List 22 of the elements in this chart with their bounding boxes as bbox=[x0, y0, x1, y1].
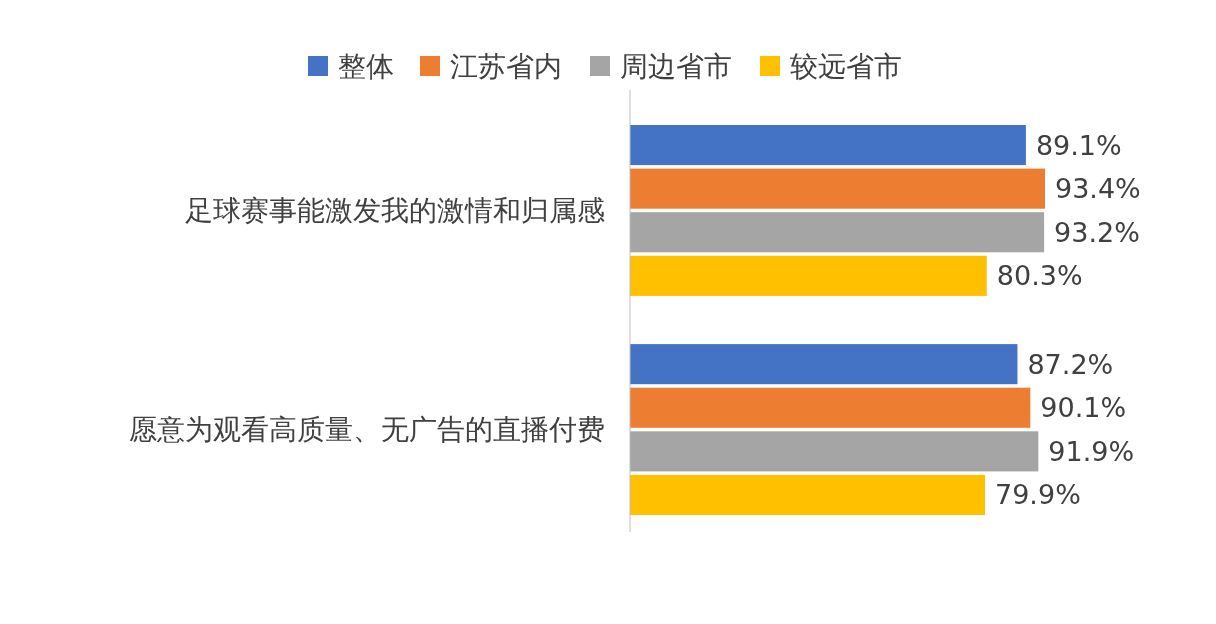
legend-label: 较远省市 bbox=[790, 49, 902, 83]
data-label: 93.2% bbox=[1054, 216, 1140, 248]
data-label: 91.9% bbox=[1048, 435, 1135, 467]
y-tick-label: 愿意为观看高质量、无广告的直播付费 bbox=[129, 413, 605, 447]
bar bbox=[630, 344, 1018, 385]
legend-label: 整体 bbox=[338, 49, 394, 83]
y-tick-label: 足球赛事能激发我的激情和归属感 bbox=[185, 194, 605, 228]
data-label: 79.9% bbox=[995, 479, 1081, 511]
bar bbox=[630, 125, 1026, 166]
legend-label: 江苏省内 bbox=[450, 49, 562, 83]
data-label: 93.4% bbox=[1055, 173, 1141, 205]
data-label: 89.1% bbox=[1035, 129, 1122, 161]
bar bbox=[630, 168, 1045, 209]
bar bbox=[630, 431, 1039, 472]
data-label: 80.3% bbox=[996, 260, 1083, 292]
bar bbox=[630, 212, 1045, 253]
legend-label: 周边省市 bbox=[620, 49, 732, 83]
data-label: 90.1% bbox=[1040, 392, 1127, 424]
bar bbox=[630, 387, 1031, 428]
data-label: 87.2% bbox=[1027, 348, 1114, 380]
bar bbox=[630, 474, 986, 515]
bar bbox=[630, 255, 987, 296]
